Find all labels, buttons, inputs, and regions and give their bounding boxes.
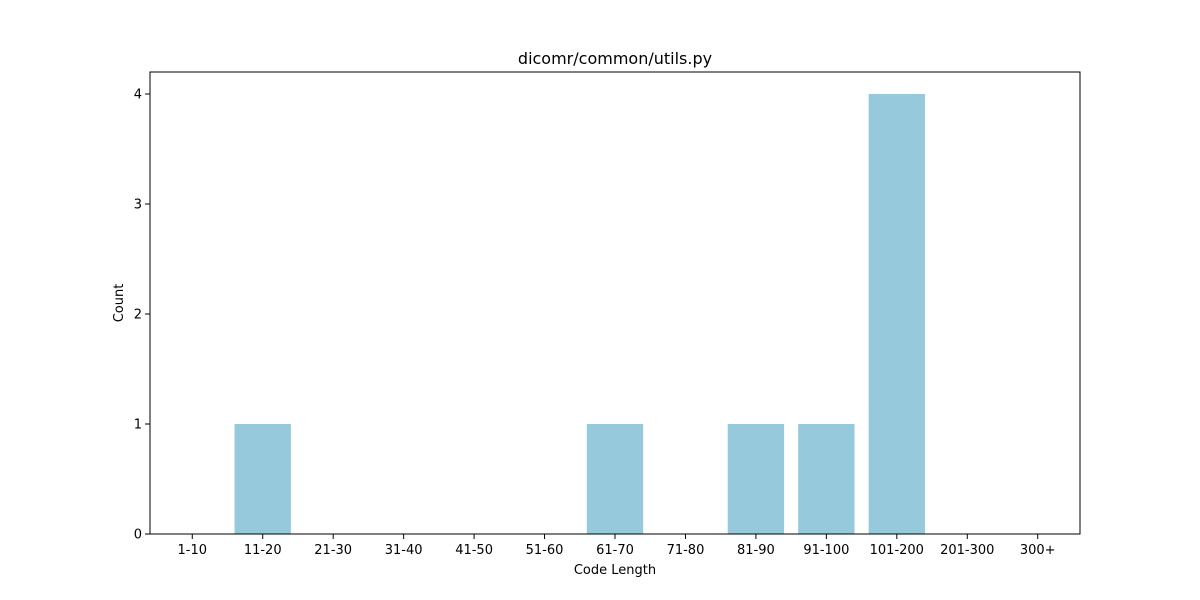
y-tick-label: 2 — [134, 308, 142, 323]
x-tick-label: 31-40 — [385, 543, 423, 558]
bar-11-20 — [234, 424, 291, 534]
x-tick-label: 41-50 — [455, 543, 493, 558]
x-tick-label: 11-20 — [244, 543, 282, 558]
chart-title: dicomr/common/utils.py — [518, 49, 712, 68]
x-tick-label: 101-200 — [870, 543, 924, 558]
x-axis-label: Code Length — [574, 563, 656, 578]
bar-81-90 — [727, 424, 785, 534]
bars-group — [234, 94, 925, 534]
x-tick-label: 81-90 — [737, 543, 775, 558]
x-tick-label: 21-30 — [314, 543, 352, 558]
y-axis-label: Count — [112, 284, 127, 323]
x-tick-label: 201-300 — [940, 543, 994, 558]
y-tick-label: 3 — [134, 198, 142, 213]
bar-91-100 — [798, 424, 855, 534]
x-tick-label: 61-70 — [596, 543, 634, 558]
plot-area-frame — [149, 71, 1081, 535]
x-tick-label: 91-100 — [803, 543, 849, 558]
y-tick-label: 4 — [134, 88, 142, 103]
x-tick-label: 300+ — [1020, 543, 1056, 558]
bar-61-70 — [586, 424, 644, 534]
y-tick-label: 0 — [134, 528, 142, 543]
x-tick-label: 71-80 — [667, 543, 705, 558]
y-tick-label: 1 — [134, 418, 142, 433]
x-tick-label: 1-10 — [178, 543, 208, 558]
x-tick-label: 51-60 — [526, 543, 564, 558]
x-axis-ticks: 1-10 11-20 21-30 31-40 41-50 51-60 61-70 71-80 8… — [178, 534, 1056, 558]
y-axis-ticks: 0 1 2 3 4 — [134, 88, 150, 543]
bar-101-200 — [868, 94, 925, 534]
